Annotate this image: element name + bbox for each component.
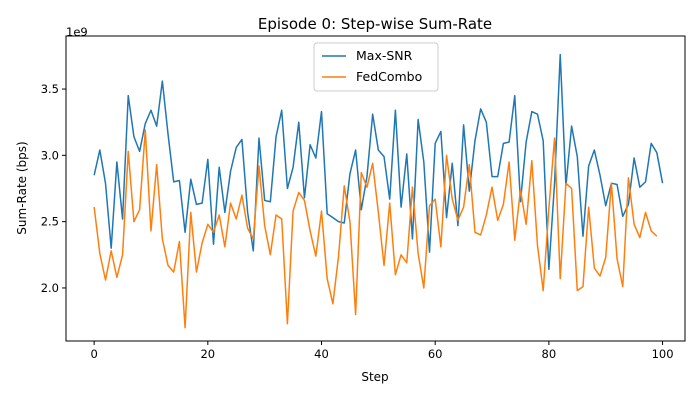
legend-label-fedcombo: FedCombo	[356, 69, 422, 84]
legend: Max-SNR FedCombo	[313, 42, 439, 92]
x-tick-label: 60	[428, 347, 443, 361]
series-line-max-snr	[93, 53, 664, 271]
x-tick-label: 80	[542, 347, 557, 361]
y-axis-multiplier: 1e9	[66, 25, 88, 39]
series-layer	[93, 53, 664, 329]
x-tick-label: 0	[90, 347, 97, 361]
x-tick-label: 40	[314, 347, 329, 361]
series-line-fedcombo	[93, 129, 658, 329]
y-tick-label: 2.5	[41, 215, 59, 229]
y-tick-label: 3.5	[41, 82, 59, 96]
plot-frame	[65, 35, 686, 342]
y-tick-label: 2.0	[41, 281, 59, 295]
x-tick-label: 20	[200, 347, 215, 361]
y-tick-label: 3.0	[41, 148, 59, 162]
legend-label-max-snr: Max-SNR	[356, 48, 413, 63]
x-axis: 0 20 40 60 80 100	[90, 341, 674, 361]
chart-title: Episode 0: Step-wise Sum-Rate	[258, 15, 492, 33]
x-tick-label: 100	[652, 347, 674, 361]
legend-box	[313, 42, 439, 92]
y-axis: 2.0 2.5 3.0 3.5	[41, 82, 66, 295]
y-axis-label: Sum-Rate (bps)	[15, 141, 29, 234]
x-axis-label: Step	[361, 370, 388, 384]
